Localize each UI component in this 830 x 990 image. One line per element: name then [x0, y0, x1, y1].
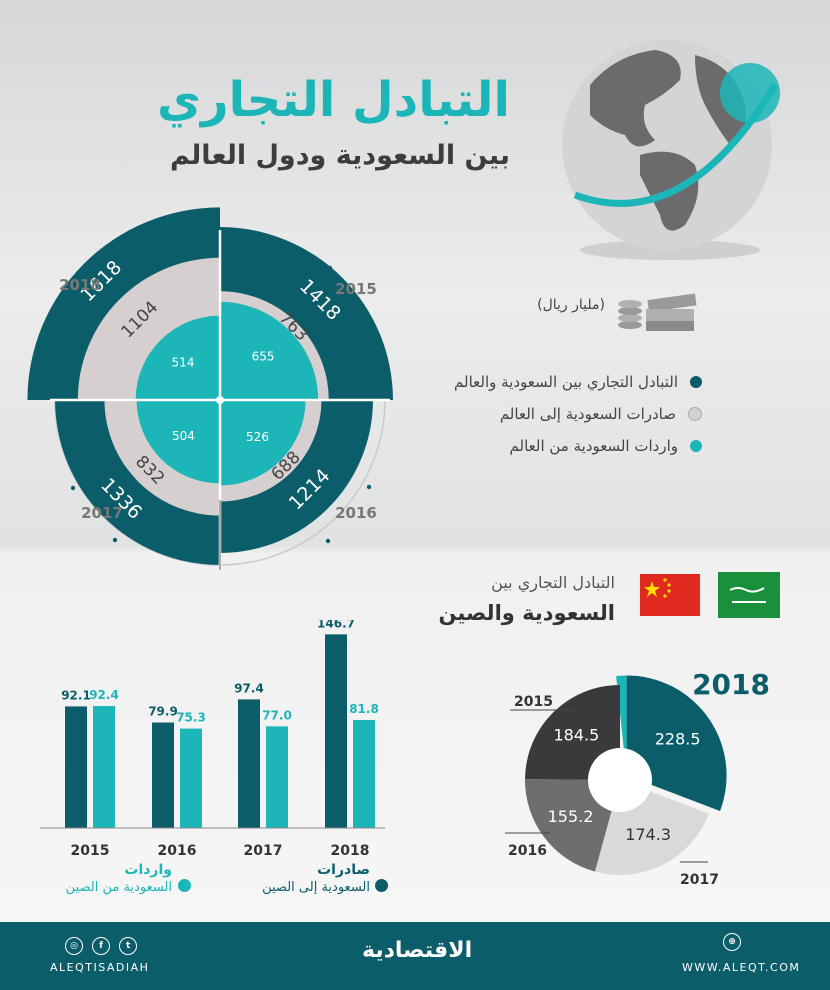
- pie-value-label: 174.3: [625, 825, 671, 844]
- bar-exports-2018: [325, 634, 347, 828]
- globe-icon: [562, 40, 780, 260]
- radial-bar-2015-s2: [220, 301, 319, 400]
- pie-year-label: 2017: [680, 872, 719, 888]
- bar-value-label: 75.3: [176, 711, 206, 725]
- pie-value-label: 228.5: [655, 730, 701, 749]
- legend-swatch: [690, 440, 702, 452]
- bar-legend-label: السعودية إلى الصين: [262, 879, 370, 895]
- bar-exports-2017: [238, 699, 260, 828]
- legend-swatch: [690, 376, 702, 388]
- footer: ◎ f t ALEQTISADIAH الاقتصادية ⊕ WWW.ALEQ…: [0, 922, 830, 990]
- radial-bar-2017-s2: [136, 400, 220, 484]
- bar-category-label: 2016: [158, 843, 197, 859]
- bar-value-label: 97.4: [234, 681, 264, 695]
- bar-legend-swatch-exports: [375, 879, 388, 892]
- bar-value-label: 146.7: [317, 620, 355, 630]
- pie-center-hole: [588, 748, 652, 812]
- ring-dot: [325, 538, 331, 544]
- footer-handle: ALEQTISADIAH: [50, 961, 150, 974]
- legend-label: واردات السعودية من العالم: [509, 437, 678, 455]
- legend-label: التبادل التجاري بين السعودية والعالم: [454, 373, 678, 391]
- page-subtitle: بين السعودية ودول العالم: [170, 140, 510, 171]
- legend-label: صادرات السعودية إلى العالم: [499, 405, 676, 423]
- saudi-flag-icon: [718, 572, 780, 618]
- radial-value-label: 655: [252, 349, 275, 363]
- bar-legend-title: واردات: [124, 862, 172, 878]
- instagram-icon[interactable]: ◎: [65, 937, 83, 955]
- pie-value-label: 155.2: [548, 807, 594, 826]
- bar-legend-swatch-imports: [178, 879, 191, 892]
- unit-label: (مليار ريال): [537, 297, 605, 313]
- bar-category-label: 2018: [331, 843, 370, 859]
- bar-imports-2017: [266, 726, 288, 828]
- pie-slice-2015: [525, 685, 620, 780]
- brand-logo: الاقتصادية: [362, 938, 473, 963]
- footer-website[interactable]: WWW.ALEQT.COM: [682, 961, 801, 974]
- china-section-subtitle: السعودية والصين: [438, 601, 615, 625]
- year-label: 2018: [59, 276, 101, 294]
- year-label: 2016: [335, 504, 377, 522]
- pie-year-label: 2016: [508, 843, 547, 859]
- pie-year-label: 2015: [514, 694, 553, 710]
- radial-value-label: 514: [172, 356, 195, 370]
- pie-title: 2018: [692, 668, 770, 701]
- page-title: التبادل التجاري: [157, 72, 510, 128]
- legend-item: صادرات السعودية إلى العالم: [500, 405, 702, 423]
- facebook-icon[interactable]: f: [92, 937, 111, 955]
- bar-legend-label: السعودية من الصين: [65, 879, 172, 895]
- radial-value-label: 504: [172, 429, 195, 443]
- year-label: 2017: [81, 504, 123, 522]
- radial-trade-chart: 1418121413361618763688832110465552650451…: [27, 207, 393, 570]
- bar-value-label: 81.8: [349, 702, 379, 716]
- bar-legend-imports: واردات السعودية من الصين: [66, 862, 172, 896]
- money-icon: [618, 293, 697, 331]
- bar-legend-title: صادرات: [317, 862, 370, 878]
- ring-dot: [70, 485, 76, 491]
- china-flag-icon: [640, 574, 700, 616]
- bar-legend-exports: صادرات السعودية إلى الصين: [262, 862, 370, 896]
- china-pie-chart: 228.5 174.3 155.2 184.5 2018 2015 2016 2017: [505, 668, 770, 888]
- twitter-icon[interactable]: t: [119, 937, 138, 955]
- legend-swatch: [688, 407, 702, 421]
- bar-imports-2018: [353, 720, 375, 828]
- bar-imports-2016: [180, 728, 202, 828]
- legend-item: التبادل التجاري بين السعودية والعالم: [454, 373, 702, 391]
- bar-value-label: 79.9: [148, 705, 178, 719]
- pie-value-label: 184.5: [553, 725, 599, 744]
- china-bar-chart: 92.192.4 2015 79.975.3 2016 97.4 77.0 2017 146.…: [40, 620, 385, 859]
- bar-category-label: 2015: [71, 843, 110, 859]
- bar-imports-2015: [93, 706, 115, 828]
- ring-dot: [366, 484, 372, 490]
- bar-exports-2015: [65, 706, 87, 828]
- china-section-title: التبادل التجاري بين: [491, 573, 615, 592]
- social-links: ◎ f t: [65, 933, 141, 955]
- ring-dot: [112, 537, 118, 543]
- year-label: 2015: [335, 280, 377, 298]
- bar-value-label: 77.0: [262, 708, 292, 722]
- radial-bar-2016-s2: [220, 400, 306, 486]
- bar-category-label: 2017: [244, 843, 283, 859]
- pie-slice-2016: [525, 779, 620, 872]
- radial-value-label: 526: [246, 430, 269, 444]
- legend-item: واردات السعودية من العالم: [510, 437, 702, 455]
- bar-value-label: 92.4: [89, 688, 119, 702]
- bar-exports-2016: [152, 722, 174, 828]
- radial-bar-2018-s2: [135, 315, 220, 400]
- globe-web-icon: ⊕: [723, 933, 741, 951]
- bar-value-label: 92.1: [61, 688, 91, 702]
